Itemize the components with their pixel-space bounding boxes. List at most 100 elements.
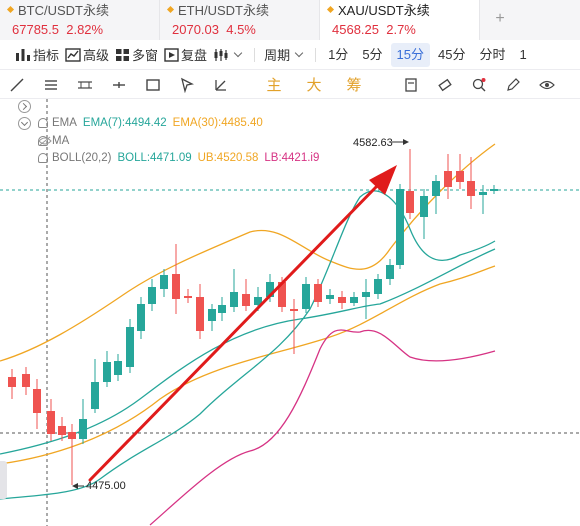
replay-button[interactable]: 复盘 xyxy=(161,43,210,67)
candle-body-up xyxy=(362,292,370,297)
candle-body-up xyxy=(103,362,111,382)
symbol-tabs: BTC/USDT永续 67785.5 2.82% ETH/USDT永续 2070… xyxy=(0,0,580,40)
indicators-button[interactable]: 指标 xyxy=(12,43,62,67)
annotation-tool[interactable] xyxy=(394,72,428,98)
candle-body-up xyxy=(326,295,334,299)
candle-body-down xyxy=(184,296,192,298)
ema7-value: EMA(7):4494.42 xyxy=(83,117,167,129)
candle-body-down xyxy=(314,284,322,302)
tab-eth[interactable]: ETH/USDT永续 2070.03 4.5% xyxy=(160,0,320,40)
period-dropdown[interactable]: 周期 xyxy=(261,43,309,67)
tab-symbol: ETH/USDT永续 xyxy=(178,4,319,18)
advanced-button[interactable]: 高级 xyxy=(62,43,112,67)
tab-price: 2070.03 4.5% xyxy=(172,22,319,37)
chevron-down-icon xyxy=(295,49,303,57)
candle-body-up xyxy=(374,279,382,294)
high-price-label: 4582.63 xyxy=(353,137,393,149)
indicators-icon xyxy=(15,48,31,62)
add-tab-button[interactable]: + xyxy=(480,0,520,40)
tab-price: 67785.5 2.82% xyxy=(12,22,159,37)
visibility-tool[interactable] xyxy=(530,72,564,98)
large-order-tool[interactable]: 大 xyxy=(294,74,334,95)
interval-45m[interactable]: 45分 xyxy=(432,43,471,67)
candle-body-up xyxy=(148,287,156,304)
measure-tool[interactable] xyxy=(204,72,238,98)
interval-5m[interactable]: 5分 xyxy=(356,43,388,67)
candle-body-up xyxy=(218,305,226,313)
low-price-label: 4475.00 xyxy=(86,480,126,492)
replay-icon xyxy=(164,48,179,62)
candle-body-down xyxy=(444,171,452,187)
interval-more[interactable]: 1 xyxy=(514,43,533,67)
interval-1m[interactable]: 1分 xyxy=(322,43,354,67)
expand-toggle-icon[interactable] xyxy=(18,100,31,113)
candle-body-up xyxy=(91,382,99,409)
edit-tool[interactable] xyxy=(496,72,530,98)
horizontal-lines-tool[interactable] xyxy=(34,72,68,98)
chart-toolbar: 指标 高级 多窗 复盘 周期 1分 5分 15分 45分 分时 1 xyxy=(0,40,580,70)
boll-lb-value: LB:4421.i9 xyxy=(264,152,319,164)
interval-timeshare[interactable]: 分时 xyxy=(473,43,511,67)
ema7-line xyxy=(0,191,495,499)
pen-tool[interactable] xyxy=(170,72,204,98)
tab-price: 4568.25 2.7% xyxy=(332,22,479,37)
lines-icon xyxy=(43,77,59,93)
candle-body-down xyxy=(196,297,204,331)
favorite-icon xyxy=(167,6,174,13)
eye-icon xyxy=(539,77,555,93)
candle-body-down xyxy=(8,377,16,387)
boll-mid-value: BOLL:4471.09 xyxy=(117,152,191,164)
line-tool-icon xyxy=(9,77,25,93)
candle-body-up xyxy=(114,361,122,375)
tab-xau[interactable]: XAU/USDT永续 4568.25 2.7% xyxy=(320,0,480,40)
candle-body-up xyxy=(79,419,87,439)
candle-body-up xyxy=(230,292,238,307)
candle-body-up xyxy=(396,189,404,265)
candle-body-down xyxy=(58,426,66,435)
rectangle-icon xyxy=(145,77,161,93)
candlestick-icon xyxy=(213,48,229,62)
candle-body-down xyxy=(338,297,346,303)
alert-bell-icon xyxy=(38,118,48,128)
cursor-icon xyxy=(179,77,195,93)
boll-middle-line xyxy=(0,249,495,454)
eraser-tool[interactable] xyxy=(428,72,462,98)
boll-ub-value: UB:4520.58 xyxy=(198,152,259,164)
candle-body-down xyxy=(406,191,414,213)
parallel-channel-tool[interactable] xyxy=(68,72,102,98)
boll-upper-line xyxy=(0,144,495,361)
tab-btc[interactable]: BTC/USDT永续 67785.5 2.82% xyxy=(0,0,160,40)
hidden-eye-icon[interactable] xyxy=(38,135,52,147)
zoom-tool[interactable] xyxy=(462,72,496,98)
resize-handle[interactable] xyxy=(0,461,7,499)
chevron-down-icon xyxy=(234,49,242,57)
rectangle-tool[interactable] xyxy=(136,72,170,98)
collapse-toggle-icon[interactable] xyxy=(18,117,31,130)
candle-body-up xyxy=(126,327,134,367)
ema-legend[interactable]: EMA EMA(7):4494.42 EMA(30):4485.40 xyxy=(38,117,263,129)
chip-distribution-tool[interactable]: 筹 xyxy=(334,74,374,95)
ma-legend[interactable]: MA xyxy=(38,135,75,147)
zoom-icon xyxy=(471,77,487,93)
chart-type-button[interactable] xyxy=(210,43,248,67)
toolbar-divider xyxy=(254,48,255,62)
toolbar-divider xyxy=(315,48,316,62)
boll-legend[interactable]: BOLL(20,2) BOLL:4471.09 UB:4520.58 LB:44… xyxy=(38,152,319,164)
channel-icon xyxy=(77,77,93,93)
candle-body-down xyxy=(68,432,76,439)
high-marker-arrow xyxy=(403,139,409,145)
candle-body-down xyxy=(22,374,30,387)
low-marker-arrow xyxy=(72,483,78,489)
horizontal-ray-tool[interactable] xyxy=(102,72,136,98)
main-force-tool[interactable]: 主 xyxy=(254,74,294,95)
candle-body-down xyxy=(467,181,475,196)
advanced-chart-icon xyxy=(65,48,81,62)
tab-symbol: BTC/USDT永续 xyxy=(18,4,159,18)
interval-15m[interactable]: 15分 xyxy=(391,43,430,67)
multi-chart-button[interactable]: 多窗 xyxy=(112,43,161,67)
trendline-tool[interactable] xyxy=(0,72,34,98)
candle-body-down xyxy=(456,171,464,182)
tab-symbol: XAU/USDT永续 xyxy=(338,4,479,18)
edit-icon xyxy=(505,77,521,93)
kline-chart[interactable]: EMA EMA(7):4494.42 EMA(30):4485.40 MA BO… xyxy=(0,99,580,526)
